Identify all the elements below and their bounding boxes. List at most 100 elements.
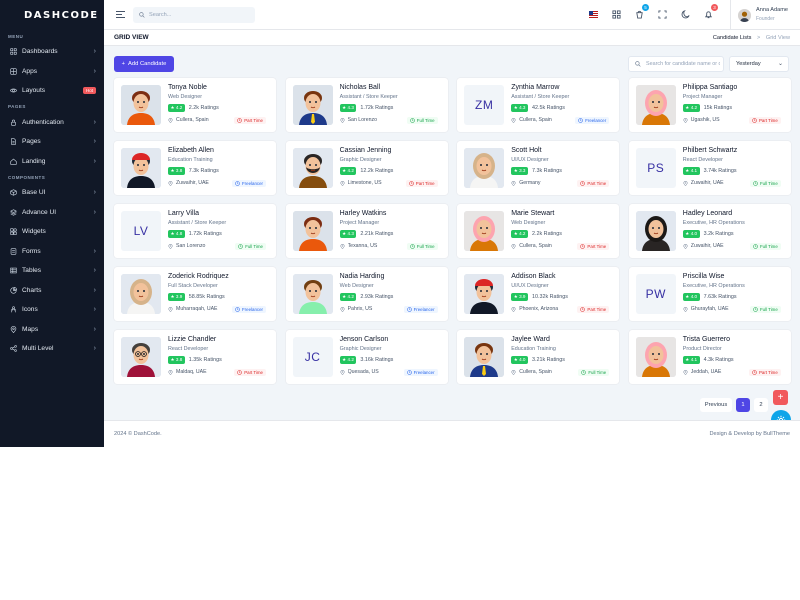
candidate-rating: ★ 4.2 2.2k Ratings <box>168 103 272 113</box>
candidate-initials-avatar: JC <box>292 337 333 377</box>
sidebar-item-tables[interactable]: Tables › <box>0 261 104 281</box>
candidate-name[interactable]: Tonya Noble <box>168 84 207 91</box>
candidate-card[interactable]: Zoderick Rodriquez Full Stack Developer … <box>114 267 276 321</box>
candidate-rating: ★ 4.8 1.72k Ratings <box>168 229 272 239</box>
candidate-avatar <box>292 211 333 251</box>
candidate-card[interactable]: Cassian Jenning Graphic Designer ★ 4.2 1… <box>285 141 448 195</box>
sidebar-item-layouts[interactable]: Layouts Hot <box>0 81 104 101</box>
candidate-name[interactable]: Harley Watkins <box>339 210 387 217</box>
employment-type-badge: Full Time <box>235 242 266 250</box>
table-icon <box>9 267 17 275</box>
sidebar-item-forms[interactable]: Forms › <box>0 242 104 262</box>
chevron-down-icon: ⌄ <box>777 61 783 67</box>
candidate-name[interactable]: Addison Black <box>511 273 556 280</box>
candidate-name[interactable]: Philbert Schwartz <box>682 147 738 154</box>
candidate-card[interactable]: Nadia Harding Web Designer ★ 4.2 2.93k R… <box>285 267 448 321</box>
sidebar-item-landing[interactable]: Landing › <box>0 152 104 172</box>
candidate-name[interactable]: Lizzie Chandler <box>168 336 217 343</box>
candidate-search-input[interactable]: Search for candidate name or designation… <box>628 56 724 72</box>
candidate-name[interactable]: Jenson Carlson <box>339 336 389 343</box>
sidebar-item-label: Icons <box>22 306 38 314</box>
dark-mode-icon[interactable] <box>679 8 692 21</box>
candidate-name[interactable]: Trista Guerrero <box>682 336 730 343</box>
app-root: DASHCODE MENU Dashboards › Apps › Layouts Hot P… <box>0 0 800 447</box>
candidate-name[interactable]: Jaylee Ward <box>511 336 550 343</box>
candidate-card[interactable]: LV Larry Villa Assistant / Store Keeper … <box>114 204 276 258</box>
candidate-card[interactable]: Philippa Santiago Project Manager ★ 4.2 … <box>628 78 791 132</box>
candidate-role: Education Training <box>168 157 213 163</box>
candidate-name[interactable]: Zoderick Rodriquez <box>168 273 229 280</box>
candidate-role: React Developer <box>682 157 723 163</box>
candidate-rating: ★ 4.3 2.21k Ratings <box>339 229 444 239</box>
brand-logo[interactable]: DASHCODE <box>24 9 99 21</box>
search-input[interactable]: Search... <box>133 6 255 23</box>
sidebar-item-pages[interactable]: Pages › <box>0 132 104 152</box>
quick-add-button[interactable]: + <box>773 390 788 405</box>
candidate-name[interactable]: Marie Stewart <box>511 210 555 217</box>
candidate-role: Assistant / Store Keeper <box>511 94 570 100</box>
candidate-card[interactable]: Jaylee Ward Education Training ★ 4.0 3.2… <box>457 330 620 384</box>
candidate-card[interactable]: JC Jenson Carlson Graphic Designer ★ 4.2… <box>285 330 448 384</box>
employment-type-badge: Freelancer <box>575 116 610 124</box>
language-flag-icon[interactable] <box>587 8 600 21</box>
candidate-card[interactable]: Lizzie Chandler React Developer ★ 3.8 1.… <box>114 330 276 384</box>
candidate-name[interactable]: Nadia Harding <box>339 273 385 280</box>
sidebar-item-dashboards[interactable]: Dashboards › <box>0 42 104 62</box>
sidebar-item-maps[interactable]: Maps › <box>0 320 104 340</box>
candidate-card[interactable]: ZM Zynthia Marrow Assistant / Store Keep… <box>457 78 620 132</box>
employment-type-badge: Full Time <box>406 116 438 124</box>
hamburger-icon[interactable] <box>116 11 125 18</box>
candidate-card[interactable]: Addison Black UI/UX Designer ★ 3.9 10.32… <box>457 267 620 321</box>
candidate-name[interactable]: Philippa Santiago <box>682 84 738 91</box>
candidate-card[interactable]: Hadley Leonard Executive, HR Operations … <box>628 204 791 258</box>
candidate-name[interactable]: Cassian Jenning <box>339 147 392 154</box>
map-pin-icon <box>683 180 688 186</box>
candidate-name[interactable]: Scott Holt <box>511 147 542 154</box>
fullscreen-icon[interactable] <box>656 8 669 21</box>
sidebar-item-multi-level[interactable]: Multi Level › <box>0 339 104 359</box>
sidebar-item-widgets[interactable]: Widgets <box>0 222 104 242</box>
candidate-card[interactable]: Elizabeth Allen Education Training ★ 3.8… <box>114 141 276 195</box>
candidate-card[interactable]: Trista Guerrero Product Director ★ 4.1 4… <box>628 330 791 384</box>
clock-icon <box>409 180 414 186</box>
candidate-card[interactable]: Scott Holt UI/UX Designer ★ 3.3 7.3k Rat… <box>457 141 620 195</box>
map-pin-icon <box>511 243 516 249</box>
candidate-name[interactable]: Priscilla Wise <box>682 273 725 280</box>
candidate-name[interactable]: Zynthia Marrow <box>511 84 560 91</box>
sidebar-item-label: Tables <box>22 267 42 275</box>
add-candidate-button[interactable]: + Add Candidate <box>114 56 174 72</box>
candidate-card[interactable]: PS Philbert Schwartz React Developer ★ 4… <box>628 141 791 195</box>
pagination-previous[interactable]: Previous <box>700 398 732 412</box>
candidate-card[interactable]: Nicholas Ball Assistant / Store Keeper ★… <box>285 78 448 132</box>
candidate-name[interactable]: Larry Villa <box>168 210 199 217</box>
candidate-card[interactable]: Harley Watkins Project Manager ★ 4.3 2.2… <box>285 204 448 258</box>
candidate-role: Web Designer <box>168 94 203 100</box>
pagination-page-1[interactable]: 1 <box>736 398 750 412</box>
candidate-name[interactable]: Nicholas Ball <box>339 84 381 91</box>
user-menu[interactable]: Anna Adame Founder <box>730 0 800 30</box>
sidebar-item-base-ui[interactable]: Base UI › <box>0 183 104 203</box>
clock-icon <box>752 369 757 375</box>
pagination-page-2[interactable]: 2 <box>754 398 768 412</box>
candidate-name[interactable]: Elizabeth Allen <box>168 147 214 154</box>
candidate-rating: ★ 3.8 1.35k Ratings <box>168 355 272 365</box>
candidate-name[interactable]: Hadley Leonard <box>682 210 733 217</box>
sidebar-item-icons[interactable]: Icons › <box>0 300 104 320</box>
bell-icon[interactable]: 3 <box>702 4 718 21</box>
candidate-card[interactable]: PW Priscilla Wise Executive, HR Operatio… <box>628 267 791 321</box>
candidate-initials-avatar: ZM <box>464 85 505 125</box>
candidate-role: Project Manager <box>339 220 380 226</box>
sidebar-item-advance-ui[interactable]: Advance UI › <box>0 203 104 223</box>
sidebar-item-apps[interactable]: Apps › <box>0 62 104 82</box>
date-filter-select[interactable]: Yesterday ⌄ <box>729 56 789 72</box>
sidebar-item-authentication[interactable]: Authentication › <box>0 113 104 133</box>
box-icon <box>9 189 17 197</box>
rating-badge: ★ 3.3 <box>511 167 528 175</box>
breadcrumb-parent-link[interactable]: Candidate Lists <box>712 34 752 41</box>
footer-copyright: 2024 © DashCode. <box>114 431 162 437</box>
apps-grid-icon[interactable] <box>610 8 623 21</box>
candidate-card[interactable]: Tonya Noble Web Designer ★ 4.2 2.2k Rati… <box>114 78 276 132</box>
sidebar-item-charts[interactable]: Charts › <box>0 281 104 301</box>
cart-icon[interactable]: 5 <box>633 4 649 21</box>
candidate-card[interactable]: Marie Stewart Web Designer ★ 4.2 2.2k Ra… <box>457 204 620 258</box>
